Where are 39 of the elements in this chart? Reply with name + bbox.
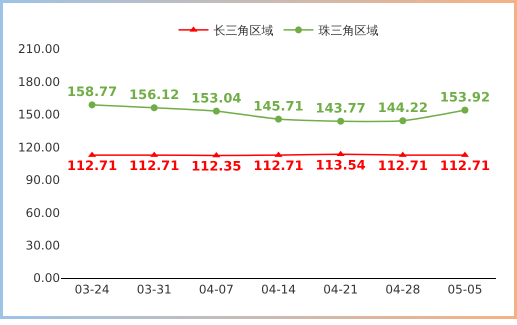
data-label: 143.77 bbox=[316, 102, 366, 117]
point bbox=[212, 152, 220, 158]
x-tick-label: 03-24 bbox=[74, 282, 110, 296]
y-tick-label: 150.00 bbox=[18, 108, 60, 122]
data-label: 145.71 bbox=[253, 99, 304, 114]
point bbox=[275, 116, 282, 123]
y-tick-label: 30.00 bbox=[26, 238, 60, 252]
y-tick-label: 60.00 bbox=[26, 206, 60, 220]
y-tick-label: 120.00 bbox=[18, 140, 60, 154]
data-label: 112.71 bbox=[253, 159, 304, 174]
data-label: 153.92 bbox=[440, 90, 490, 106]
data-label: 156.12 bbox=[129, 88, 180, 104]
data-label: 112.71 bbox=[129, 159, 180, 174]
point bbox=[212, 108, 220, 115]
x-tick-label: 04-14 bbox=[261, 282, 296, 296]
data-label: 144.22 bbox=[378, 101, 428, 116]
x-tick-label: 04-07 bbox=[198, 282, 234, 296]
data-label: 158.77 bbox=[66, 85, 118, 100]
data-label: 112.71 bbox=[440, 159, 490, 174]
legend-label: 长三角区域 bbox=[214, 24, 274, 38]
x-tick-label: 05-05 bbox=[447, 282, 482, 296]
x-tick-label: 04-28 bbox=[385, 282, 420, 296]
y-tick-label: 90.00 bbox=[26, 173, 60, 188]
data-label: 112.71 bbox=[378, 159, 428, 174]
y-tick-label: 180.00 bbox=[18, 74, 60, 89]
y-tick-label: 210.00 bbox=[18, 42, 60, 56]
x-tick-label: 04-21 bbox=[323, 282, 358, 296]
point bbox=[88, 101, 96, 108]
data-label: 113.54 bbox=[316, 158, 366, 174]
data-label: 112.35 bbox=[191, 160, 242, 175]
x-tick-label: 03-31 bbox=[136, 282, 172, 296]
point bbox=[399, 117, 406, 124]
point bbox=[461, 106, 468, 114]
y-tick-label: 0.00 bbox=[33, 271, 60, 286]
point bbox=[150, 104, 158, 112]
point bbox=[337, 118, 344, 125]
legend-label: 珠三角区域 bbox=[318, 24, 378, 38]
data-label: 153.04 bbox=[191, 91, 242, 106]
data-label: 112.71 bbox=[66, 159, 118, 174]
